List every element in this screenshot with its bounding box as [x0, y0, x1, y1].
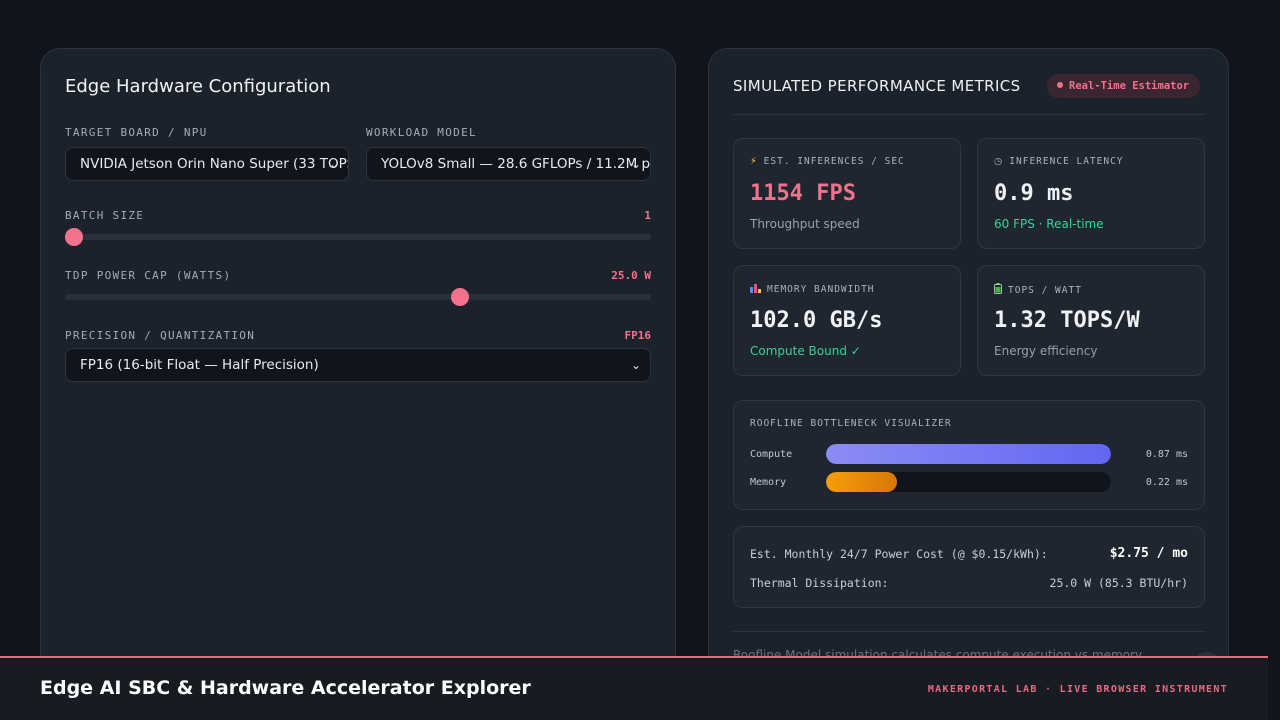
- roofline-card: ROOFLINE BOTTLENECK VISUALIZER Compute 0…: [733, 400, 1205, 510]
- precision-select[interactable]: FP16 (16-bit Float — Half Precision) ⌄: [65, 348, 651, 382]
- model-select[interactable]: YOLOv8 Small — 28.6 GFLOPs / 11.2M param…: [366, 147, 651, 181]
- compute-bar-fill: [826, 444, 1111, 464]
- footer-bar: Edge AI SBC & Hardware Accelerator Explo…: [0, 656, 1268, 720]
- tdp-value: 25.0 W: [611, 269, 651, 282]
- bandwidth-sub: Compute Bound ✓: [750, 344, 861, 358]
- app-title: Edge AI SBC & Hardware Accelerator Explo…: [40, 677, 531, 699]
- footer-tag: MAKERPORTAL LAB · LIVE BROWSER INSTRUMEN…: [927, 684, 1228, 695]
- batch-slider[interactable]: [65, 228, 651, 246]
- latency-card: ◷ INFERENCE LATENCY 0.9 ms 60 FPS · Real-…: [977, 138, 1205, 249]
- model-select-value: YOLOv8 Small — 28.6 GFLOPs / 11.2M param…: [381, 156, 651, 172]
- bandwidth-value: 102.0 GB/s: [750, 308, 883, 333]
- latency-sub: 60 FPS · Real-time: [994, 217, 1104, 231]
- live-dot-icon: [1057, 82, 1063, 88]
- cost-card: Est. Monthly 24/7 Power Cost (@ $0.15/kW…: [733, 526, 1205, 608]
- metrics-title: SIMULATED PERFORMANCE METRICS: [733, 77, 1021, 95]
- config-title: Edge Hardware Configuration: [65, 76, 331, 97]
- latency-card-label: ◷ INFERENCE LATENCY: [994, 156, 1124, 167]
- batch-slider-thumb[interactable]: [65, 228, 83, 246]
- efficiency-card-label: TOPS / WATT: [994, 283, 1082, 296]
- clock-icon: ◷: [994, 156, 1004, 167]
- lightning-icon: ⚡: [750, 156, 758, 167]
- board-label: TARGET BOARD / NPU: [65, 126, 208, 139]
- model-label: WORKLOAD MODEL: [366, 126, 477, 139]
- fps-value: 1154 FPS: [750, 181, 856, 206]
- divider: [733, 631, 1205, 632]
- compute-label: Compute: [750, 449, 793, 460]
- chevron-down-icon: ⌄: [328, 157, 339, 171]
- precision-select-value: FP16 (16-bit Float — Half Precision): [80, 357, 319, 373]
- bandwidth-card: MEMORY BANDWIDTH 102.0 GB/s Compute Boun…: [733, 265, 961, 376]
- precision-label: PRECISION / QUANTIZATION: [65, 329, 256, 342]
- monthly-cost-value: $2.75 / mo: [1109, 546, 1188, 561]
- compute-time: 0.87 ms: [1145, 449, 1188, 460]
- memory-bar-fill: [826, 472, 898, 492]
- efficiency-value: 1.32 TOPS/W: [994, 308, 1140, 333]
- memory-bar: [826, 472, 1111, 492]
- tdp-slider-thumb[interactable]: [451, 288, 470, 306]
- thermal-value: 25.0 W (85.3 BTU/hr): [1049, 576, 1188, 590]
- thermal-label: Thermal Dissipation:: [750, 576, 889, 590]
- tdp-slider[interactable]: [65, 288, 651, 306]
- chevron-down-icon: ⌄: [630, 358, 641, 372]
- tdp-label: TDP POWER CAP (WATTS): [65, 269, 232, 282]
- fps-card-label: ⚡ EST. INFERENCES / SEC: [750, 156, 905, 167]
- batch-label: BATCH SIZE: [65, 209, 145, 222]
- estimator-badge-label: Real-Time Estimator: [1069, 80, 1190, 92]
- board-select-value: NVIDIA Jetson Orin Nano Super (33 TOPS): [80, 156, 349, 172]
- performance-metrics-panel: SIMULATED PERFORMANCE METRICS Real-Time …: [708, 48, 1229, 688]
- estimator-badge: Real-Time Estimator: [1047, 74, 1201, 98]
- chevron-down-icon: ⌄: [630, 157, 641, 171]
- memory-time: 0.22 ms: [1145, 477, 1188, 488]
- efficiency-sub: Energy efficiency: [994, 344, 1098, 358]
- fps-sub: Throughput speed: [750, 217, 860, 231]
- compute-bar: [826, 444, 1111, 464]
- monthly-cost-label: Est. Monthly 24/7 Power Cost (@ $0.15/kW…: [750, 547, 1048, 561]
- board-select[interactable]: NVIDIA Jetson Orin Nano Super (33 TOPS) …: [65, 147, 349, 181]
- precision-value: FP16: [624, 329, 652, 342]
- battery-icon: [994, 283, 1002, 296]
- fps-card: ⚡ EST. INFERENCES / SEC 1154 FPS Throughp…: [733, 138, 961, 249]
- bar-chart-icon: [750, 284, 761, 295]
- divider: [733, 114, 1205, 115]
- batch-value: 1: [644, 209, 651, 222]
- bandwidth-card-label: MEMORY BANDWIDTH: [750, 283, 875, 295]
- latency-value: 0.9 ms: [994, 181, 1074, 206]
- hardware-config-panel: Edge Hardware Configuration TARGET BOARD…: [40, 48, 676, 688]
- efficiency-card: TOPS / WATT 1.32 TOPS/W Energy efficienc…: [977, 265, 1205, 376]
- memory-label: Memory: [750, 477, 787, 488]
- roofline-title: ROOFLINE BOTTLENECK VISUALIZER: [750, 418, 952, 429]
